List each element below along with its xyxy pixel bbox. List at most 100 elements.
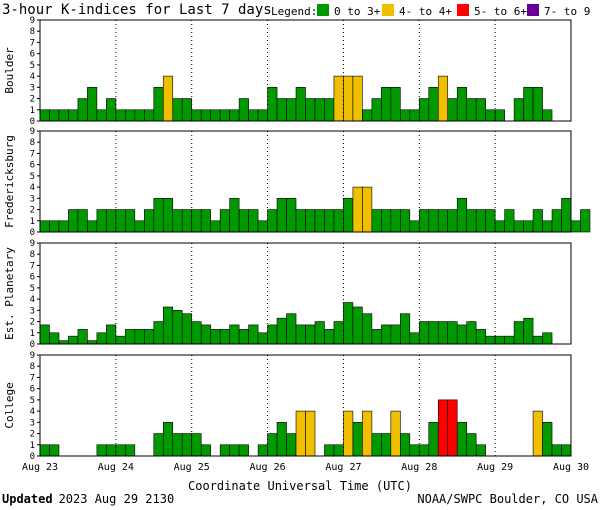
- kindex-bar: [200, 109, 211, 122]
- y-tick-label: 0: [30, 228, 35, 238]
- kindex-bar: [181, 209, 193, 233]
- kindex-bar: [172, 98, 183, 122]
- kindex-bar: [466, 321, 477, 345]
- kindex-bar: [210, 220, 221, 233]
- kindex-bar: [115, 335, 126, 345]
- kindex-bar: [371, 209, 382, 233]
- kindex-bar: [513, 98, 524, 122]
- kindex-bar: [87, 87, 98, 122]
- kindex-bar: [381, 209, 392, 233]
- kindex-bar: [219, 329, 230, 345]
- kindex-bar: [456, 324, 467, 345]
- legend-entry: 5- to 6+: [474, 5, 527, 18]
- x-axis-ticks: Aug 23 Aug 24 Aug 25 Aug 26 Aug 27 Aug 28 Aug …: [22, 462, 589, 473]
- kindex-bar: [475, 209, 486, 233]
- kindex-bar: [305, 209, 316, 233]
- kindex-bar: [248, 324, 259, 345]
- legend-entry: 7- to 9: [544, 5, 590, 18]
- kindex-bar: [115, 109, 126, 122]
- kindex-bar: [466, 433, 477, 457]
- kindex-bar: [125, 444, 136, 457]
- kindex-bar: [447, 98, 458, 122]
- y-tick-label: 9: [30, 239, 35, 249]
- y-tick-label: 5: [30, 172, 35, 182]
- kindex-bar: [333, 321, 344, 345]
- kindex-bar: [400, 109, 411, 122]
- kindex-bar: [305, 324, 316, 345]
- y-tick-label: 1: [30, 441, 35, 451]
- kindex-bar: [352, 306, 363, 345]
- kindex-bar: [219, 109, 230, 122]
- kindex-bar: [437, 209, 449, 233]
- kindex-bar: [437, 399, 449, 457]
- kindex-bar: [314, 209, 325, 233]
- kindex-bar: [324, 98, 335, 122]
- y-tick-label: 3: [30, 83, 35, 93]
- legend-title: Legend:: [271, 5, 317, 18]
- legend-swatch: [317, 4, 329, 16]
- kindex-bar: [561, 198, 572, 233]
- kindex-bar: [418, 209, 430, 233]
- kindex-bar: [466, 209, 477, 233]
- kindex-bar: [551, 444, 562, 457]
- kindex-bar: [409, 444, 420, 457]
- kindex-bar: [532, 410, 543, 457]
- kindex-bar: [437, 75, 449, 122]
- kindex-bar: [191, 433, 202, 457]
- x-tick-label: Aug 29: [477, 462, 513, 473]
- legend-swatch: [527, 4, 539, 16]
- y-tick-label: 2: [30, 318, 35, 328]
- x-tick-label: Aug 28: [401, 462, 437, 473]
- x-tick-label: Aug 23: [22, 462, 58, 473]
- kindex-bar: [305, 98, 316, 122]
- kindex-bar: [352, 186, 363, 233]
- kindex-bar: [172, 310, 183, 345]
- kindex-bar: [68, 209, 79, 233]
- kindex-bar: [200, 444, 211, 457]
- kindex-bar: [523, 87, 534, 122]
- kindex-bar: [362, 186, 373, 233]
- kindex-bar: [87, 220, 98, 233]
- kindex-bar: [125, 329, 136, 345]
- kindex-bar: [504, 209, 515, 233]
- y-tick-label: 1: [30, 217, 35, 227]
- kindex-bar: [238, 444, 249, 457]
- panel-label: Fredericksburg: [3, 135, 16, 228]
- kindex-bar: [286, 98, 297, 122]
- y-tick-label: 8: [30, 362, 35, 372]
- kindex-bar: [162, 422, 174, 457]
- kindex-bar: [494, 335, 505, 345]
- legend-entry: 0 to 3+: [334, 5, 381, 18]
- kindex-bar: [257, 444, 268, 457]
- legend-swatch: [382, 4, 394, 16]
- kindex-bar: [219, 444, 230, 457]
- y-tick-label: 7: [30, 373, 35, 383]
- y-tick-label: 9: [30, 127, 35, 137]
- kindex-bar: [409, 332, 420, 345]
- kindex-bar: [276, 98, 287, 122]
- legend: 0 to 3+ 4- to 4+ 5- to 6+ 7- to 9: [317, 4, 590, 18]
- kindex-bar: [39, 444, 50, 457]
- kindex-bar: [418, 444, 430, 457]
- y-tick-label: 1: [30, 106, 35, 116]
- kindex-bar: [400, 313, 411, 345]
- kindex-bar: [200, 209, 211, 233]
- y-tick-label: 7: [30, 149, 35, 159]
- kindex-bar: [561, 444, 572, 457]
- kindex-bar: [324, 444, 335, 457]
- kindex-bar: [409, 109, 420, 122]
- kindex-bar: [39, 109, 50, 122]
- kindex-bar: [49, 220, 60, 233]
- x-tick-label: Aug 24: [98, 462, 134, 473]
- kindex-bar: [532, 335, 543, 345]
- kindex-bar: [314, 321, 325, 345]
- kindex-bar: [229, 198, 240, 233]
- kindex-bar: [106, 444, 117, 457]
- kindex-bar: [181, 433, 193, 457]
- kindex-bar: [238, 209, 249, 233]
- kindex-bar: [343, 75, 354, 122]
- kindex-bar: [144, 209, 155, 233]
- kindex-bar: [475, 98, 486, 122]
- y-tick-label: 6: [30, 385, 35, 395]
- y-tick-label: 4: [30, 407, 35, 417]
